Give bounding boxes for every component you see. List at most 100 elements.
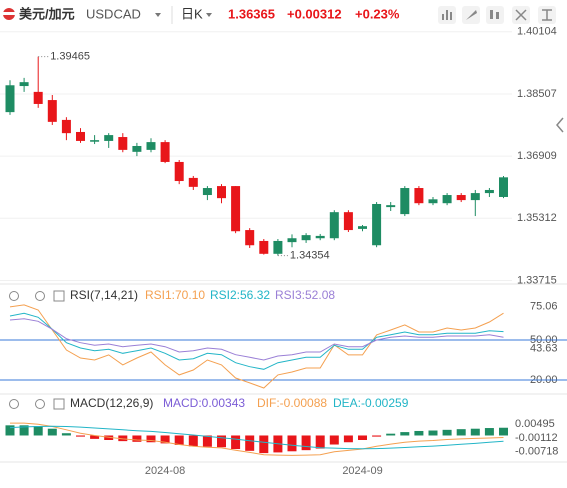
candle-body bbox=[33, 91, 43, 104]
candle-body bbox=[414, 188, 424, 204]
macd-bar bbox=[188, 435, 198, 447]
macd-bar bbox=[146, 435, 156, 443]
macd-bar bbox=[118, 435, 128, 442]
macd-bar bbox=[5, 425, 15, 436]
change-pct: +0.23% bbox=[355, 6, 400, 21]
macd-bar bbox=[499, 427, 508, 436]
macd-bar bbox=[76, 435, 85, 437]
settings-icon[interactable] bbox=[35, 399, 45, 409]
candle-body bbox=[245, 230, 255, 246]
candle-body bbox=[104, 135, 114, 141]
candle-body bbox=[259, 240, 269, 254]
indicator-title: RSI(7,14,21) bbox=[70, 288, 138, 302]
candle-body bbox=[146, 142, 156, 150]
candle-body bbox=[160, 142, 170, 162]
macd-bar bbox=[132, 435, 142, 442]
candle-body bbox=[499, 177, 508, 197]
legend-entry: MACD:0.00343 bbox=[163, 396, 245, 410]
macd-bar bbox=[287, 435, 297, 452]
indicator-line bbox=[9, 425, 504, 450]
close-icon[interactable] bbox=[53, 398, 65, 410]
y-tick-label: -0.00718 bbox=[515, 446, 558, 458]
last-price: 1.36365 bbox=[228, 6, 275, 21]
candle-body bbox=[484, 189, 494, 194]
candle-body bbox=[428, 199, 438, 204]
period-arrow[interactable] bbox=[206, 13, 212, 17]
icon-part bbox=[496, 12, 499, 19]
symbol-code[interactable]: USDCAD bbox=[86, 6, 141, 21]
compare-button[interactable] bbox=[486, 6, 504, 24]
candle-body bbox=[132, 145, 142, 152]
macd-bar bbox=[245, 435, 255, 451]
icon-part bbox=[466, 10, 477, 20]
x-tick-label: 2024-08 bbox=[145, 465, 185, 477]
candle-body bbox=[188, 177, 198, 187]
macd-bar bbox=[19, 425, 29, 436]
candle-body bbox=[174, 161, 184, 182]
candle-body bbox=[456, 195, 466, 201]
candle-body bbox=[273, 240, 283, 254]
icon-part bbox=[490, 10, 493, 19]
macd-bar bbox=[47, 428, 57, 436]
high-annotation: 1.39465 bbox=[50, 51, 90, 63]
macd-bar bbox=[484, 428, 494, 436]
macd-bar bbox=[174, 435, 184, 445]
candle-body bbox=[329, 212, 339, 239]
candle-body bbox=[343, 212, 353, 231]
macd-bar bbox=[414, 430, 424, 436]
dropdown-arrow[interactable] bbox=[155, 13, 161, 17]
candle-body bbox=[61, 119, 71, 134]
candle-body bbox=[301, 235, 311, 241]
symbol-name[interactable]: 美元/加元 bbox=[19, 6, 75, 21]
y-tick-label: 0.00495 bbox=[515, 418, 555, 430]
macd-bar bbox=[428, 430, 438, 436]
hide-icon[interactable] bbox=[9, 399, 19, 409]
y-tick-label: 1.33715 bbox=[517, 274, 557, 286]
candle-body bbox=[76, 131, 85, 141]
macd-bar bbox=[386, 433, 396, 436]
side-panel-toggle[interactable] bbox=[556, 117, 564, 133]
candle-body bbox=[47, 100, 57, 122]
indicator-title: MACD(12,26,9) bbox=[70, 396, 153, 410]
legend-entry: DIF:-0.00088 bbox=[257, 396, 327, 410]
hide-icon[interactable] bbox=[9, 291, 19, 301]
y-tick-label: 1.36909 bbox=[517, 150, 557, 162]
low-annotation: 1.34354 bbox=[290, 250, 330, 262]
period[interactable]: 日K bbox=[181, 6, 203, 21]
icon-part bbox=[442, 14, 444, 20]
macd-bar bbox=[358, 435, 367, 440]
macd-bar bbox=[217, 435, 226, 448]
close-icon[interactable] bbox=[53, 290, 65, 302]
macd-bar bbox=[372, 435, 382, 437]
macd-bar bbox=[301, 435, 311, 451]
macd-bar bbox=[470, 428, 480, 436]
candle-body bbox=[217, 186, 226, 199]
candle-body bbox=[5, 85, 15, 113]
legend-entry: RSI2:56.32 bbox=[210, 288, 270, 302]
legend-entry: RSI3:52.08 bbox=[275, 288, 335, 302]
macd-bar bbox=[231, 435, 241, 450]
macd-bar bbox=[90, 435, 100, 439]
indicator-line bbox=[9, 318, 504, 361]
macd-bar bbox=[61, 433, 71, 436]
y-tick-label: -0.00112 bbox=[515, 432, 558, 444]
settings-icon[interactable] bbox=[35, 291, 45, 301]
y-tick-label: 1.35312 bbox=[517, 212, 557, 224]
legend-entry: RSI1:70.10 bbox=[145, 288, 205, 302]
x-tick-label: 2024-09 bbox=[342, 465, 382, 477]
candle-body bbox=[118, 137, 128, 150]
candle-body bbox=[90, 140, 100, 142]
y-tick-label: 75.06 bbox=[530, 300, 558, 312]
candle-body bbox=[400, 188, 410, 215]
macd-bar bbox=[315, 435, 325, 449]
y-tick-label: 1.38507 bbox=[517, 88, 557, 100]
candle-body bbox=[358, 226, 367, 229]
icon-part bbox=[446, 10, 448, 20]
icon-part bbox=[542, 9, 552, 21]
indicator-line bbox=[9, 304, 504, 389]
macd-bar bbox=[400, 432, 410, 436]
candle-body bbox=[386, 205, 396, 208]
indicator-line bbox=[10, 422, 504, 456]
toolbar bbox=[438, 6, 556, 24]
